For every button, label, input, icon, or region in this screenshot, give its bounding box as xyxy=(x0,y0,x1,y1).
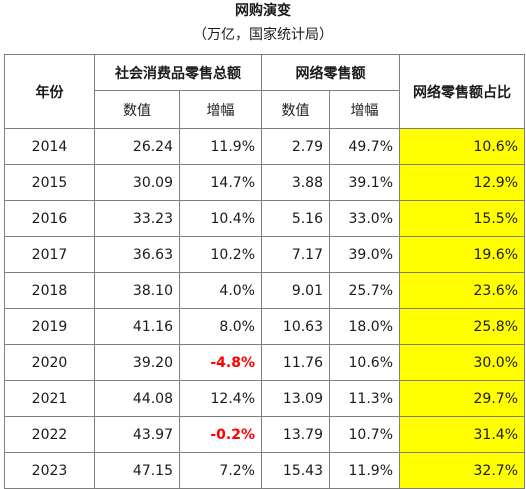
year-cell[interactable]: 2016 xyxy=(4,200,95,237)
online-share-cell[interactable]: 31.4% xyxy=(399,416,525,453)
year-cell[interactable]: 2018 xyxy=(4,272,95,309)
online-share-cell[interactable]: 19.6% xyxy=(399,236,525,273)
year-cell[interactable]: 2021 xyxy=(4,380,95,417)
retail-growth-cell[interactable]: 7.2% xyxy=(179,452,262,489)
online-share-cell[interactable]: 25.8% xyxy=(399,308,525,345)
retail-growth-subheader[interactable]: 增幅 xyxy=(179,90,262,129)
retail-value-cell[interactable]: 44.08 xyxy=(94,380,180,417)
online-value-cell[interactable]: 2.79 xyxy=(261,128,330,165)
table-row: 2021 44.08 12.4% 13.09 11.3% 29.7% xyxy=(4,380,525,417)
online-growth-cell[interactable]: 25.7% xyxy=(329,272,400,309)
year-cell[interactable]: 2015 xyxy=(4,164,95,201)
table-row: 2016 33.23 10.4% 5.16 33.0% 15.5% xyxy=(4,200,525,237)
online-value-cell[interactable]: 3.88 xyxy=(261,164,330,201)
retail-value-cell[interactable]: 43.97 xyxy=(94,416,180,453)
table-row: 2017 36.63 10.2% 7.17 39.0% 19.6% xyxy=(4,236,525,273)
year-header[interactable]: 年份 xyxy=(4,54,95,129)
online-growth-cell[interactable]: 18.0% xyxy=(329,308,400,345)
retail-value-cell[interactable]: 26.24 xyxy=(94,128,180,165)
retail-growth-cell[interactable]: 10.2% xyxy=(179,236,262,273)
online-value-cell[interactable]: 13.79 xyxy=(261,416,330,453)
online-growth-cell[interactable]: 49.7% xyxy=(329,128,400,165)
year-cell[interactable]: 2014 xyxy=(4,128,95,165)
online-share-cell[interactable]: 12.9% xyxy=(399,164,525,201)
table-row: 2022 43.97 -0.2% 13.79 10.7% 31.4% xyxy=(4,416,525,453)
retail-growth-cell[interactable]: 11.9% xyxy=(179,128,262,165)
year-cell[interactable]: 2017 xyxy=(4,236,95,273)
retail-value-cell[interactable]: 30.09 xyxy=(94,164,180,201)
table-row: 2020 39.20 -4.8% 11.76 10.6% 30.0% xyxy=(4,344,525,381)
online-growth-cell[interactable]: 11.9% xyxy=(329,452,400,489)
online-share-cell[interactable]: 30.0% xyxy=(399,344,525,381)
online-value-cell[interactable]: 13.09 xyxy=(261,380,330,417)
online-growth-cell[interactable]: 11.3% xyxy=(329,380,400,417)
online-sales-header[interactable]: 网络零售额 xyxy=(261,54,400,91)
online-value-cell[interactable]: 5.16 xyxy=(261,200,330,237)
page-subtitle: （万亿，国家统计局） xyxy=(193,27,333,43)
online-share-header[interactable]: 网络零售额占比 xyxy=(399,54,525,129)
retail-value-cell[interactable]: 36.63 xyxy=(94,236,180,273)
retail-growth-cell[interactable]: -0.2% xyxy=(179,416,262,453)
online-value-cell[interactable]: 10.63 xyxy=(261,308,330,345)
retail-value-cell[interactable]: 47.15 xyxy=(94,452,180,489)
retail-growth-cell[interactable]: 12.4% xyxy=(179,380,262,417)
online-share-cell[interactable]: 15.5% xyxy=(399,200,525,237)
online-growth-cell[interactable]: 33.0% xyxy=(329,200,400,237)
table-row: 2023 47.15 7.2% 15.43 11.9% 32.7% xyxy=(4,452,525,489)
retail-value-cell[interactable]: 33.23 xyxy=(94,200,180,237)
online-value-cell[interactable]: 15.43 xyxy=(261,452,330,489)
table-row: 2019 41.16 8.0% 10.63 18.0% 25.8% xyxy=(4,308,525,345)
retail-growth-cell[interactable]: 8.0% xyxy=(179,308,262,345)
online-value-subheader[interactable]: 数值 xyxy=(261,90,330,129)
table-body: 2014 26.24 11.9% 2.79 49.7% 10.6% 2015 30.09 14.… xyxy=(4,128,525,489)
retail-value-cell[interactable]: 41.16 xyxy=(94,308,180,345)
data-table: 年份 社会消费品零售总额 网络零售额 网络零售额占比 数值 增幅 数值 增幅 2… xyxy=(4,54,525,489)
online-growth-cell[interactable]: 10.7% xyxy=(329,416,400,453)
year-cell[interactable]: 2020 xyxy=(4,344,95,381)
retail-value-cell[interactable]: 39.20 xyxy=(94,344,180,381)
retail-growth-cell[interactable]: 14.7% xyxy=(179,164,262,201)
online-value-cell[interactable]: 7.17 xyxy=(261,236,330,273)
table-row: 2014 26.24 11.9% 2.79 49.7% 10.6% xyxy=(4,128,525,165)
page-title: 网购演变 xyxy=(235,3,291,19)
retail-growth-cell[interactable]: 10.4% xyxy=(179,200,262,237)
year-cell[interactable]: 2022 xyxy=(4,416,95,453)
online-share-cell[interactable]: 29.7% xyxy=(399,380,525,417)
retail-value-cell[interactable]: 38.10 xyxy=(94,272,180,309)
retail-growth-cell[interactable]: -4.8% xyxy=(179,344,262,381)
online-share-cell[interactable]: 10.6% xyxy=(399,128,525,165)
table-row: 2018 38.10 4.0% 9.01 25.7% 23.6% xyxy=(4,272,525,309)
online-value-cell[interactable]: 11.76 xyxy=(261,344,330,381)
year-cell[interactable]: 2019 xyxy=(4,308,95,345)
retail-value-subheader[interactable]: 数值 xyxy=(94,90,180,129)
online-growth-cell[interactable]: 39.0% xyxy=(329,236,400,273)
online-value-cell[interactable]: 9.01 xyxy=(261,272,330,309)
retail-growth-cell[interactable]: 4.0% xyxy=(179,272,262,309)
retail-total-header[interactable]: 社会消费品零售总额 xyxy=(94,54,262,91)
table-row: 2015 30.09 14.7% 3.88 39.1% 12.9% xyxy=(4,164,525,201)
online-share-cell[interactable]: 32.7% xyxy=(399,452,525,489)
online-growth-cell[interactable]: 10.6% xyxy=(329,344,400,381)
year-cell[interactable]: 2023 xyxy=(4,452,95,489)
online-growth-cell[interactable]: 39.1% xyxy=(329,164,400,201)
online-share-cell[interactable]: 23.6% xyxy=(399,272,525,309)
online-growth-subheader[interactable]: 增幅 xyxy=(329,90,400,129)
